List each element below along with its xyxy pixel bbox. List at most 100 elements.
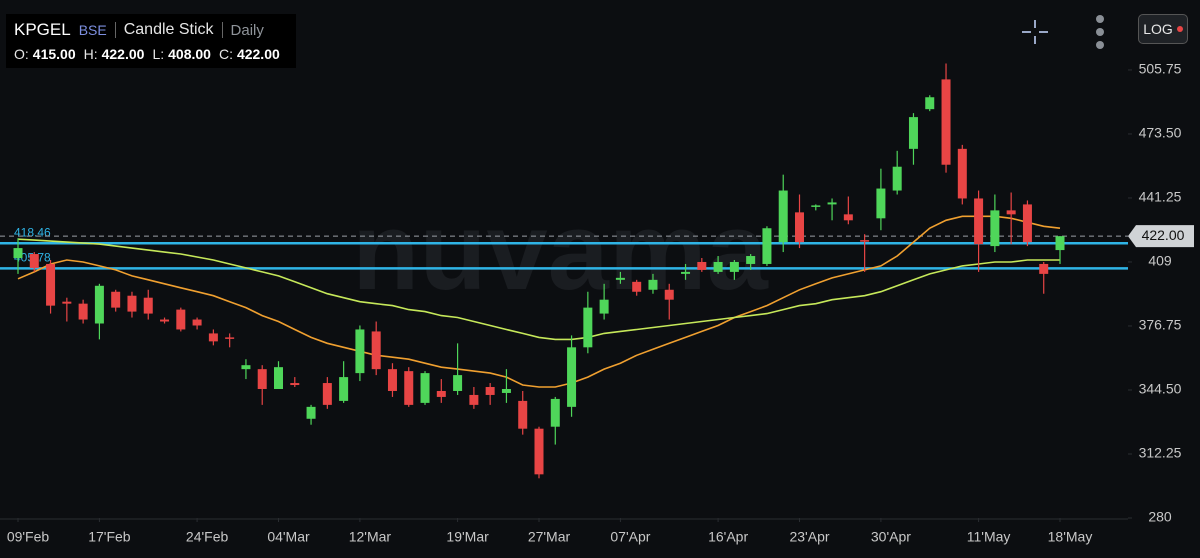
candle-body bbox=[697, 261, 707, 270]
ohlc-value: 415.00 bbox=[32, 46, 76, 62]
candle-body bbox=[941, 79, 951, 165]
interval: Daily bbox=[230, 21, 264, 39]
last-price-label: 422.00 bbox=[1142, 227, 1185, 243]
candle-body bbox=[485, 387, 495, 395]
separator bbox=[221, 22, 223, 38]
candle-body bbox=[469, 394, 479, 405]
x-tick-label: 17'Feb bbox=[88, 529, 131, 545]
candle-body bbox=[322, 383, 332, 405]
level-label: 418.46 bbox=[14, 225, 51, 239]
candle-body bbox=[94, 285, 104, 324]
ohlc-legend: O: 415.00 H: 422.00 L: 408.00 C: 422.00 bbox=[14, 46, 288, 62]
candle-body bbox=[420, 373, 430, 403]
candle-body bbox=[143, 297, 153, 314]
candle-body bbox=[778, 190, 788, 243]
candle-body bbox=[843, 214, 853, 221]
x-tick-label: 18'May bbox=[1048, 529, 1093, 545]
x-tick-label: 30'Apr bbox=[871, 529, 911, 545]
candle-body bbox=[990, 210, 1000, 247]
candle-body bbox=[534, 428, 544, 475]
candle-body bbox=[664, 289, 674, 300]
watermark: nuvama bbox=[352, 190, 769, 313]
exchange: BSE bbox=[78, 22, 107, 38]
candle-body bbox=[567, 347, 577, 407]
ohlc-value: 408.00 bbox=[168, 46, 211, 62]
candle-body bbox=[290, 383, 300, 386]
x-tick-label: 24'Feb bbox=[186, 529, 229, 545]
menu-icon[interactable] bbox=[1096, 15, 1104, 49]
candle-body bbox=[599, 299, 609, 314]
candle-body bbox=[62, 301, 72, 304]
candle-body bbox=[892, 166, 902, 191]
ohlc-label: C: bbox=[218, 46, 233, 62]
candle-body bbox=[274, 367, 283, 389]
candle-body bbox=[46, 263, 56, 306]
chart-style: Candle Stick bbox=[123, 21, 214, 38]
candle-body bbox=[339, 377, 349, 401]
candle-body bbox=[957, 148, 967, 199]
x-tick-label: 23'Apr bbox=[789, 529, 829, 545]
candle-body bbox=[192, 319, 202, 326]
symbol: KPGEL bbox=[14, 20, 71, 39]
y-tick-label: 505.75 bbox=[1139, 61, 1182, 77]
candle-body bbox=[127, 295, 137, 312]
candle-body bbox=[860, 240, 870, 242]
candle-body bbox=[257, 369, 267, 389]
y-tick-label: 473.50 bbox=[1139, 125, 1182, 141]
log-label: LOG bbox=[1143, 21, 1173, 37]
y-tick-label: 312.25 bbox=[1139, 445, 1182, 461]
candle-body bbox=[355, 329, 365, 374]
candle-body bbox=[811, 205, 821, 207]
ohlc-value: 422.00 bbox=[236, 46, 280, 62]
candle-body bbox=[1006, 210, 1016, 215]
candle-body bbox=[974, 198, 984, 245]
candle-body bbox=[436, 390, 446, 397]
candle-body bbox=[713, 261, 723, 272]
candle-body bbox=[518, 400, 528, 429]
candle-body bbox=[583, 307, 593, 348]
title-row: KPGEL BSE Candle Stick Daily bbox=[14, 18, 288, 42]
x-tick-label: 12'Mar bbox=[349, 529, 392, 545]
x-tick-label: 04'Mar bbox=[267, 529, 310, 545]
x-tick-label: 11'May bbox=[967, 529, 1011, 545]
x-tick-label: 09'Feb bbox=[7, 529, 50, 545]
candle-body bbox=[648, 279, 658, 290]
candle-body bbox=[876, 188, 886, 219]
moving-average-line bbox=[17, 215, 1061, 388]
candle-body bbox=[795, 212, 804, 243]
candle-body bbox=[371, 331, 381, 370]
candle-body bbox=[29, 254, 39, 268]
y-tick-label: 280 bbox=[1148, 509, 1172, 525]
candle-body bbox=[550, 398, 560, 427]
candle-body bbox=[729, 261, 739, 272]
candle-body bbox=[925, 97, 935, 110]
ohlc-value: 422.00 bbox=[101, 46, 145, 62]
candle-body bbox=[404, 371, 414, 405]
candle-body bbox=[1039, 263, 1049, 274]
x-tick-label: 07'Apr bbox=[610, 529, 650, 545]
last-price-tag bbox=[1128, 225, 1194, 248]
candle-body bbox=[681, 271, 691, 274]
log-indicator bbox=[1176, 26, 1183, 32]
y-tick-label: 376.75 bbox=[1139, 317, 1182, 333]
separator bbox=[114, 22, 116, 38]
candle-body bbox=[13, 248, 23, 259]
y-tick-label: 344.50 bbox=[1139, 381, 1182, 397]
candle-body bbox=[208, 333, 218, 342]
x-tick-label: 19'Mar bbox=[446, 529, 489, 545]
candle-body bbox=[908, 117, 918, 149]
candle-body bbox=[78, 303, 88, 320]
candle-body bbox=[501, 388, 511, 393]
y-tick-label: 409 bbox=[1148, 253, 1172, 269]
crosshair-icon[interactable] bbox=[1022, 20, 1048, 44]
candle-body bbox=[1022, 204, 1032, 243]
candle-body bbox=[746, 256, 756, 264]
candle-body bbox=[306, 406, 316, 419]
log-button[interactable]: LOG bbox=[1138, 14, 1188, 44]
candle-body bbox=[827, 202, 837, 205]
ohlc-label: L: bbox=[152, 46, 165, 62]
candle-body bbox=[387, 369, 397, 391]
x-tick-label: 27'Mar bbox=[528, 529, 571, 545]
candle-body bbox=[176, 309, 186, 330]
